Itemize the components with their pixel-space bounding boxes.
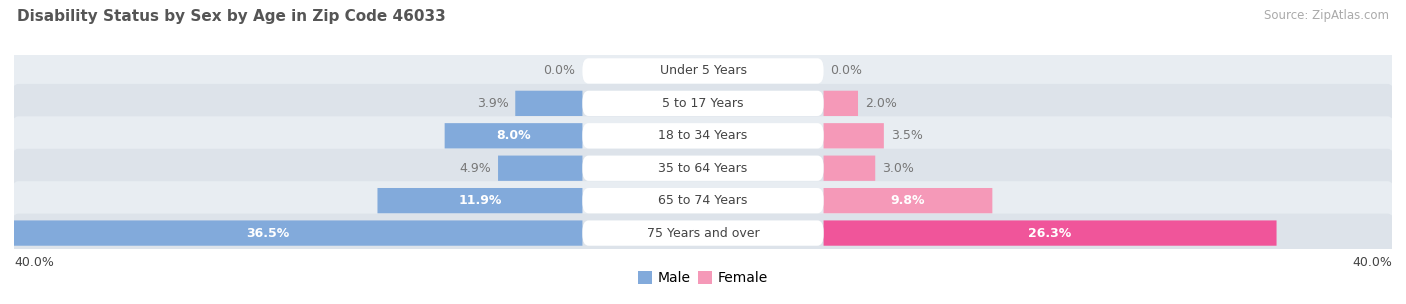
FancyBboxPatch shape	[498, 156, 582, 181]
Text: 3.9%: 3.9%	[477, 97, 509, 110]
Text: 40.0%: 40.0%	[14, 256, 53, 269]
FancyBboxPatch shape	[824, 123, 884, 148]
FancyBboxPatch shape	[582, 91, 824, 116]
FancyBboxPatch shape	[11, 214, 1395, 253]
Text: 5 to 17 Years: 5 to 17 Years	[662, 97, 744, 110]
Text: 9.8%: 9.8%	[891, 194, 925, 207]
Text: 75 Years and over: 75 Years and over	[647, 226, 759, 240]
Text: 8.0%: 8.0%	[496, 129, 531, 142]
Text: 0.0%: 0.0%	[831, 64, 862, 78]
FancyBboxPatch shape	[582, 123, 824, 148]
FancyBboxPatch shape	[11, 149, 1395, 188]
FancyBboxPatch shape	[377, 188, 582, 213]
Text: 3.5%: 3.5%	[891, 129, 922, 142]
FancyBboxPatch shape	[11, 84, 1395, 123]
FancyBboxPatch shape	[824, 91, 858, 116]
Text: 0.0%: 0.0%	[544, 64, 575, 78]
FancyBboxPatch shape	[582, 220, 824, 246]
FancyBboxPatch shape	[444, 123, 582, 148]
FancyBboxPatch shape	[0, 220, 582, 246]
Text: 26.3%: 26.3%	[1028, 226, 1071, 240]
Text: 3.0%: 3.0%	[882, 162, 914, 175]
FancyBboxPatch shape	[582, 58, 824, 84]
FancyBboxPatch shape	[11, 181, 1395, 220]
Text: 4.9%: 4.9%	[460, 162, 491, 175]
Text: 18 to 34 Years: 18 to 34 Years	[658, 129, 748, 142]
Text: 40.0%: 40.0%	[1353, 256, 1392, 269]
Text: Source: ZipAtlas.com: Source: ZipAtlas.com	[1264, 9, 1389, 22]
Text: 35 to 64 Years: 35 to 64 Years	[658, 162, 748, 175]
FancyBboxPatch shape	[824, 188, 993, 213]
FancyBboxPatch shape	[515, 91, 582, 116]
Text: 11.9%: 11.9%	[458, 194, 502, 207]
Text: Under 5 Years: Under 5 Years	[659, 64, 747, 78]
Text: 36.5%: 36.5%	[246, 226, 290, 240]
FancyBboxPatch shape	[11, 116, 1395, 155]
Legend: Male, Female: Male, Female	[638, 271, 768, 285]
FancyBboxPatch shape	[11, 51, 1395, 90]
FancyBboxPatch shape	[824, 156, 875, 181]
FancyBboxPatch shape	[582, 156, 824, 181]
FancyBboxPatch shape	[582, 188, 824, 213]
Text: 65 to 74 Years: 65 to 74 Years	[658, 194, 748, 207]
Text: 2.0%: 2.0%	[865, 97, 897, 110]
Text: Disability Status by Sex by Age in Zip Code 46033: Disability Status by Sex by Age in Zip C…	[17, 9, 446, 24]
FancyBboxPatch shape	[824, 220, 1277, 246]
